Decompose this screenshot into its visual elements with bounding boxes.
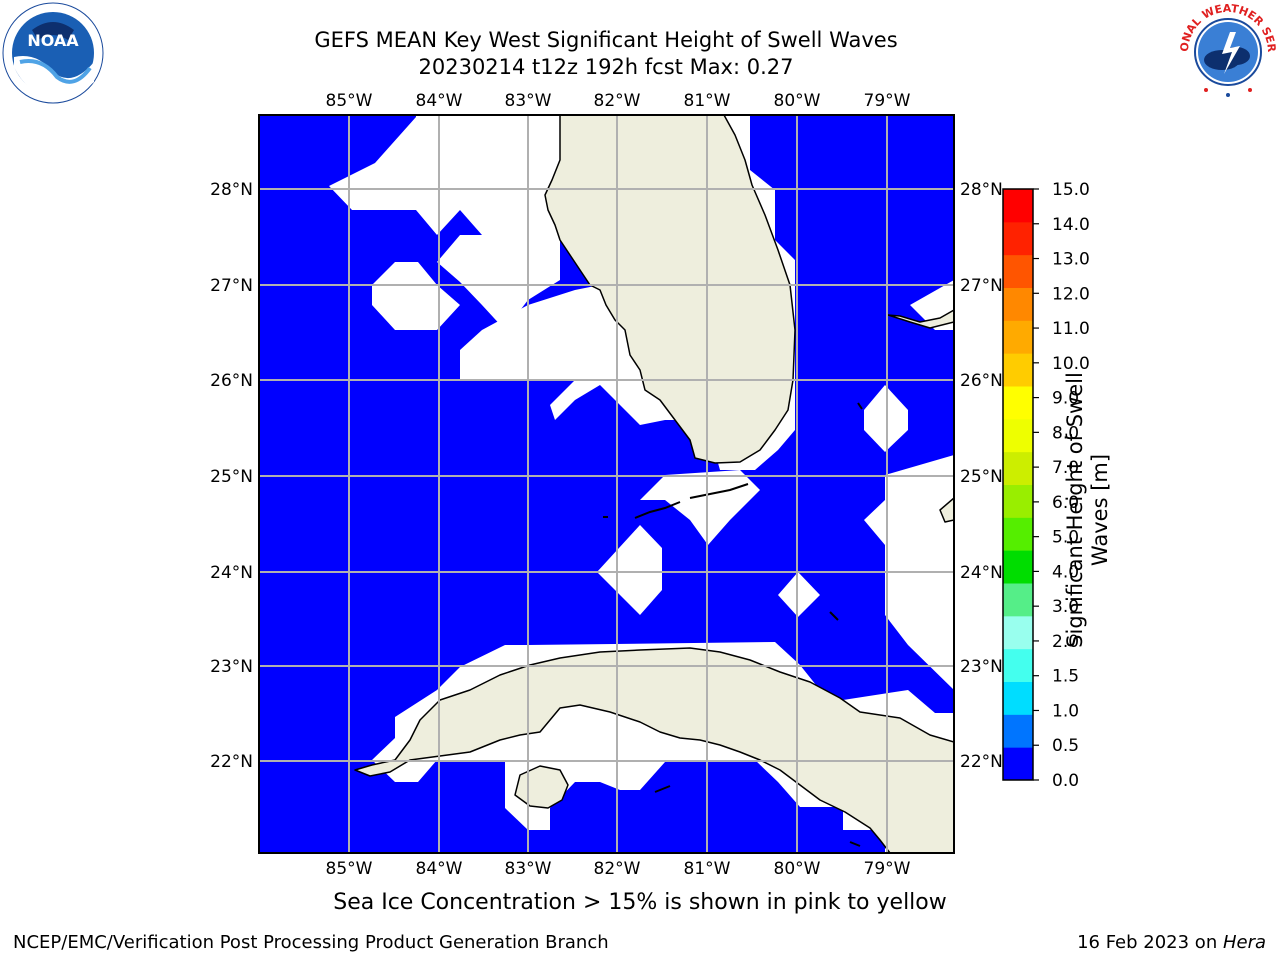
colorbar-tick-label: 10.0 (1052, 354, 1090, 374)
svg-text:NOAA: NOAA (27, 31, 79, 50)
colorbar-segment (1003, 583, 1033, 617)
colorbar-tick-label: 2.0 (1052, 632, 1079, 652)
colorbar-tick-label: 6.0 (1052, 493, 1079, 513)
florida-peninsula (544, 115, 796, 464)
colorbar-tick-label: 12.0 (1052, 284, 1090, 304)
lat-label: 26°N (210, 371, 253, 391)
lat-label: 24°N (210, 563, 253, 583)
lon-label: 85°W (326, 859, 373, 879)
lon-label: 81°W (684, 859, 731, 879)
lon-label: 80°W (774, 859, 821, 879)
bahamas-north (887, 309, 954, 329)
colorbar-tick-label: 14.0 (1052, 215, 1090, 235)
colorbar-segment (1003, 221, 1033, 256)
lat-label: 22°N (210, 752, 253, 772)
lat-label: 27°N (210, 276, 253, 296)
noaa-logo: NOAA (2, 2, 104, 104)
lon-label: 85°W (326, 91, 373, 111)
lat-label: 25°N (960, 467, 1003, 487)
lat-label: 26°N (960, 371, 1003, 391)
colorbar-tick-label: 0.5 (1052, 736, 1079, 756)
colorbar-segment (1003, 681, 1033, 715)
colorbar-segment (1003, 320, 1033, 354)
lat-label: 24°N (960, 563, 1003, 583)
colorbar-segment (1003, 254, 1033, 288)
colorbar-tick-label: 15.0 (1052, 180, 1090, 200)
colorbar-tick-label: 8.0 (1052, 423, 1079, 443)
colorbar-segment (1003, 648, 1033, 682)
colorbar-segment (1003, 550, 1033, 584)
chart-subtitle: 20230214 t12z 192h fcst Max: 0.27 (418, 55, 794, 79)
colorbar-tick-label: 0.0 (1052, 771, 1079, 791)
lon-label: 79°W (864, 859, 911, 879)
colorbar-segment (1003, 353, 1033, 387)
lon-label: 81°W (684, 91, 731, 111)
colorbar-segment (1003, 714, 1033, 748)
colorbar-frame (1002, 188, 1034, 781)
lon-label: 80°W (774, 91, 821, 111)
chart-title: GEFS MEAN Key West Significant Height of… (314, 28, 898, 52)
colorbar-segment (1003, 189, 1033, 223)
sea-ice-note: Sea Ice Concentration > 15% is shown in … (333, 890, 947, 915)
footer-date: 16 Feb 2023 on (1077, 932, 1223, 953)
lon-label: 83°W (505, 859, 552, 879)
lat-label: 22°N (960, 752, 1003, 772)
lon-label: 84°W (416, 859, 463, 879)
lat-label: 23°N (960, 657, 1003, 677)
colorbar-tick-label: 1.0 (1052, 701, 1079, 721)
colorbar-tick-label: 7.0 (1052, 458, 1079, 478)
colorbar: 0.0 0.5 1.0 1.5 2.0 3.0 4.0 5.0 6.0 7.0 8.0 9.0 10.0… (1002, 180, 1090, 791)
lat-label: 23°N (210, 657, 253, 677)
footer-timestamp: 16 Feb 2023 on Hera (1077, 932, 1266, 953)
colorbar-segment (1003, 386, 1033, 420)
lon-label: 84°W (416, 91, 463, 111)
colorbar-label: Significant Height of Swell Waves [m] (1063, 372, 1112, 648)
lat-label: 28°N (960, 180, 1003, 200)
cuba (354, 647, 954, 853)
lat-label: 25°N (210, 467, 253, 487)
colorbar-tick-label: 5.0 (1052, 528, 1079, 548)
nws-logo: NATIONAL WEATHER SERVICE (1178, 2, 1278, 100)
colorbar-segment (1003, 517, 1033, 551)
colorbar-segment (1003, 484, 1033, 518)
keys-and-cays (603, 402, 863, 847)
lat-label: 27°N (960, 276, 1003, 296)
colorbar-segment (1003, 418, 1033, 453)
colorbar-tick-label: 1.5 (1052, 667, 1079, 687)
colorbar-segment (1003, 451, 1033, 485)
lon-label: 79°W (864, 91, 911, 111)
colorbar-tick-label: 4.0 (1052, 562, 1079, 582)
colorbar-segment (1003, 287, 1033, 321)
bahamas-andros (939, 497, 954, 523)
footer-credit: NCEP/EMC/Verification Post Processing Pr… (13, 932, 609, 953)
lon-label: 82°W (594, 91, 641, 111)
footer-host: Hera (1222, 932, 1266, 953)
colorbar-tick-label: 11.0 (1052, 319, 1090, 339)
colorbar-tick-label: 9.0 (1052, 389, 1079, 409)
axis-labels: 85°W 85°W 84°W 84°W 83°W 83°W 82°W 82°W 81°W 81°W… (210, 91, 1003, 879)
lon-label: 82°W (594, 859, 641, 879)
land-masses (354, 115, 954, 853)
map-frame (258, 114, 955, 854)
lat-label: 28°N (210, 180, 253, 200)
colorbar-tick-label: 3.0 (1052, 597, 1079, 617)
colorbar-segment (1003, 615, 1033, 650)
graticule (259, 115, 954, 853)
colorbar-tick-label: 13.0 (1052, 250, 1090, 270)
lon-label: 83°W (505, 91, 552, 111)
colorbar-segment (1003, 747, 1033, 781)
map-plot-area (259, 115, 954, 853)
